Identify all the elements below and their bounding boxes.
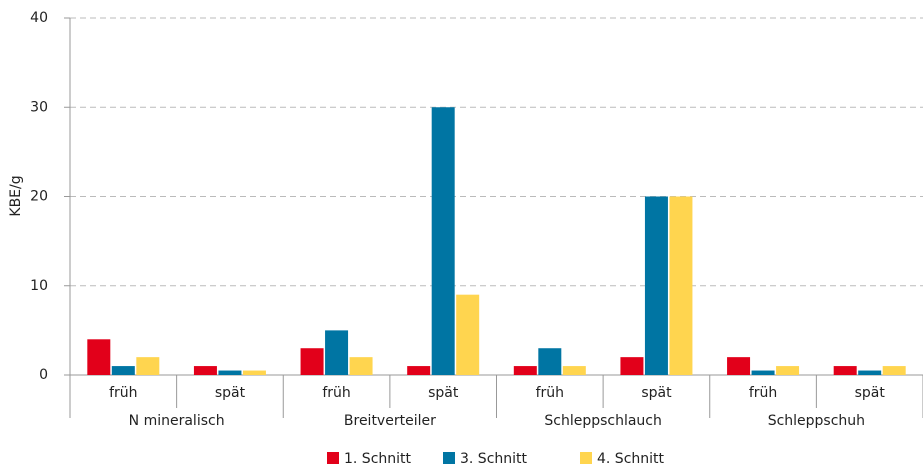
bar [111,366,135,375]
bar [325,330,349,375]
bar [882,366,906,375]
bar [538,348,562,375]
x-tick-label: früh [536,385,564,401]
group-label: Schleppschlauch [544,413,662,429]
bar [644,196,668,375]
bar [300,348,324,375]
group-label: Schleppschuh [768,413,865,429]
y-tick-label: 10 [30,278,48,294]
bar [407,366,431,375]
x-tick-label: früh [322,385,350,401]
y-tick-label: 0 [39,367,48,383]
x-tick-label: spät [428,385,459,401]
legend-swatch [443,452,455,464]
bar [87,339,111,375]
bar [858,370,882,375]
x-tick-label: früh [749,385,777,401]
bar [620,357,644,375]
y-axis-label: KBE/g [8,175,24,216]
bar [833,366,857,375]
y-tick-label: 40 [30,10,48,26]
bar [136,357,160,375]
legend-label: 3. Schnitt [460,451,528,467]
bar [751,370,775,375]
bar [242,370,266,375]
legend-label: 1. Schnitt [344,451,412,467]
bar [562,366,586,375]
bar [513,366,537,375]
bar [431,107,455,375]
x-tick-label: spät [215,385,246,401]
bar [669,196,693,375]
y-tick-label: 20 [30,189,48,205]
bar [349,357,373,375]
legend-label: 4. Schnitt [597,451,665,467]
group-label: N mineralisch [129,413,225,429]
legend-swatch [327,452,339,464]
y-tick-label: 30 [30,99,48,115]
bar [193,366,217,375]
bar [727,357,751,375]
x-tick-label: spät [855,385,886,401]
bar [456,294,480,375]
x-tick-label: früh [109,385,137,401]
bar [218,370,242,375]
x-tick-label: spät [641,385,672,401]
bar [776,366,800,375]
group-label: Breitverteiler [344,413,436,429]
legend-swatch [580,452,592,464]
